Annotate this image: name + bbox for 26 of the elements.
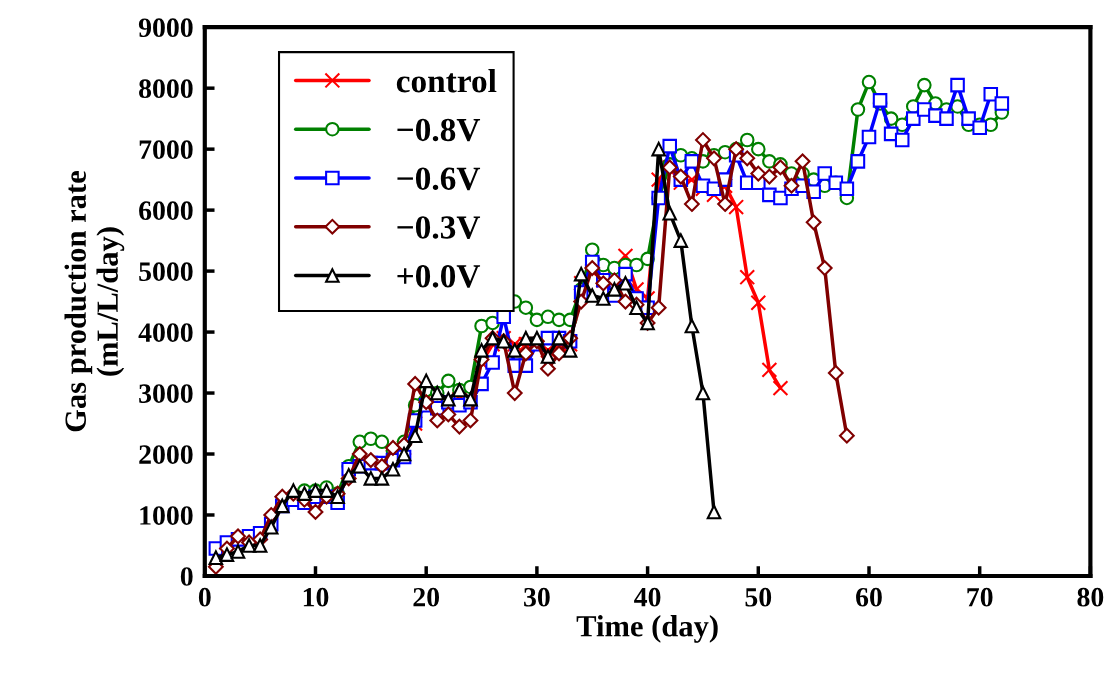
x-tick-label: 30 (524, 587, 550, 607)
x-tick-label: 20 (413, 587, 440, 607)
y-axis-title: Gas production rate (mL/L/day) (64, 171, 125, 432)
y-tick-label: 8000 (139, 79, 193, 99)
y-tick-label: 0 (180, 567, 193, 586)
x-tick-label: 50 (745, 587, 772, 607)
legend-label: −0.3V (397, 216, 481, 239)
legend-label: −0.8V (397, 118, 481, 142)
y-tick-label: 2000 (139, 445, 193, 464)
x-tick-label: 60 (856, 587, 882, 607)
legend-label: −0.6V (397, 167, 481, 191)
y-tick-label: 3000 (139, 384, 193, 403)
y-tick-label: 7000 (139, 140, 193, 160)
legend-label: +0.0V (397, 264, 481, 288)
x-axis-title: Time (day) (576, 615, 718, 643)
y-tick-label: 1000 (140, 506, 193, 525)
y-tick-label: 6000 (139, 201, 193, 221)
y-tick-label: 4000 (138, 323, 193, 342)
x-tick-label: 70 (967, 587, 993, 607)
x-tick-label: 80 (1077, 587, 1104, 607)
legend-label: control (396, 68, 497, 93)
y-tick-label: 5000 (139, 262, 193, 281)
x-tick-label: 40 (634, 587, 661, 607)
x-tick-label: 10 (303, 587, 329, 607)
y-tick-label: 9000 (138, 18, 193, 38)
x-tick-label: 0 (198, 587, 211, 607)
